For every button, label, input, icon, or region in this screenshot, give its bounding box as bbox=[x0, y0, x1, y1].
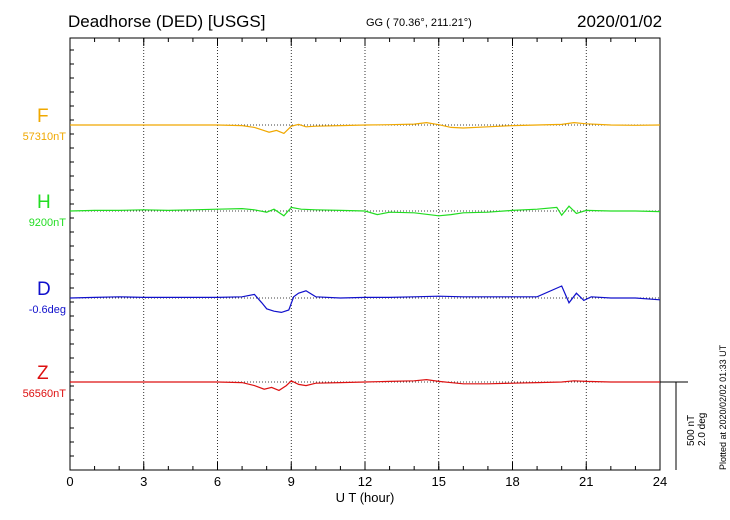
x-tick-label: 9 bbox=[288, 474, 295, 489]
trace-d bbox=[69, 285, 661, 314]
trace-z bbox=[70, 378, 660, 392]
plot-date: 2020/01/02 bbox=[577, 12, 663, 31]
trace-f bbox=[70, 121, 661, 135]
channel-label-d: D bbox=[37, 279, 51, 300]
channel-baseline-value-f: 57310nT bbox=[22, 131, 66, 143]
x-tick-label: 0 bbox=[66, 474, 73, 489]
x-tick-label: 18 bbox=[505, 474, 519, 489]
channel-baseline-value-d: -0.6deg bbox=[28, 304, 66, 316]
x-axis-label: U T (hour) bbox=[336, 490, 395, 505]
station-title: Deadhorse (DED) [USGS] bbox=[68, 12, 266, 31]
channel-baseline-value-h: 9200nT bbox=[28, 217, 66, 229]
channel-label-z: Z bbox=[37, 363, 49, 384]
trace-h bbox=[69, 205, 661, 217]
scale-nt-label: 500 nT bbox=[686, 414, 697, 446]
x-tick-label: 12 bbox=[358, 474, 372, 489]
x-tick-label: 15 bbox=[432, 474, 446, 489]
x-tick-label: 21 bbox=[579, 474, 593, 489]
x-tick-label: 24 bbox=[653, 474, 667, 489]
station-coordinates: GG ( 70.36°, 211.21°) bbox=[366, 17, 472, 29]
channel-label-h: H bbox=[37, 192, 51, 213]
channel-label-f: F bbox=[37, 106, 49, 127]
x-tick-label: 3 bbox=[140, 474, 147, 489]
scale-deg-label: 2.0 deg bbox=[697, 412, 708, 446]
plotted-timestamp: Plotted at 2020/02/02 01:33 UT bbox=[718, 344, 728, 470]
x-tick-label: 6 bbox=[214, 474, 221, 489]
channel-baseline-value-z: 56560nT bbox=[22, 388, 66, 400]
